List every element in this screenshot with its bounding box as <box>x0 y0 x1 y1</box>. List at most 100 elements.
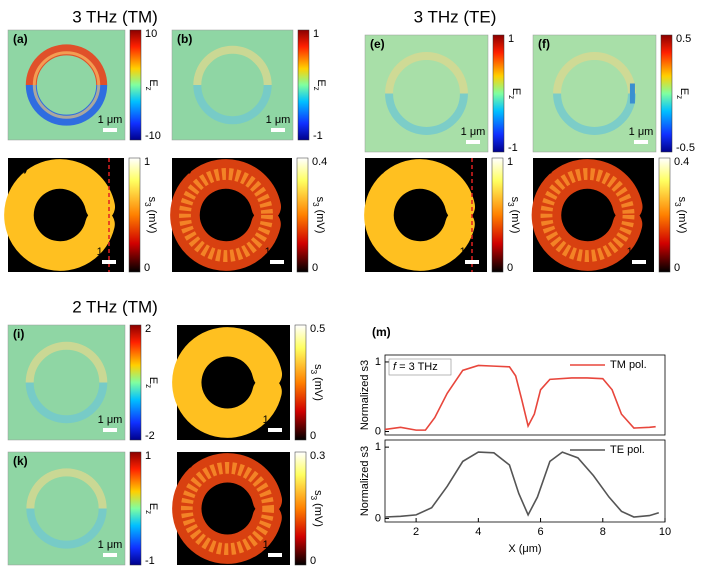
panel-label: (j) <box>182 327 193 341</box>
colorbar-label-part: s <box>312 364 324 370</box>
colorbar-label-part: E <box>147 377 159 384</box>
ring-speckle <box>179 168 273 262</box>
colorbar-label-part: 3 <box>506 202 515 207</box>
colorbar-label-part: z <box>507 95 516 99</box>
scale-bar <box>268 553 282 557</box>
scale-bar-label: 1 μm <box>263 414 288 426</box>
colorbar-label: Ez <box>675 88 690 99</box>
panel-label: (i) <box>13 327 24 341</box>
colorbar-label: Ez <box>507 88 522 99</box>
scale-bar <box>103 128 117 132</box>
y-axis-label-part: 3 <box>359 446 371 452</box>
annotation-part: = 3 THz <box>396 361 438 373</box>
colorbar-tick-label: 1 <box>313 28 319 40</box>
colorbar-label-part: 3 <box>311 202 320 207</box>
colorbar-tick-label: 0 <box>507 262 513 274</box>
ring-top <box>25 44 108 86</box>
scale-bar <box>103 428 117 432</box>
ring-inner <box>32 51 101 119</box>
ring-speckle <box>180 461 275 556</box>
scale-bar <box>271 128 285 132</box>
colorbar-tick-label: 0 <box>310 430 316 442</box>
colorbar <box>129 451 142 566</box>
edge-mark <box>629 83 635 104</box>
x-tick-label: 4 <box>475 526 481 538</box>
colorbar-label: Ez <box>144 79 159 90</box>
panel-label: (c) <box>13 160 28 174</box>
scale-bar <box>634 140 648 144</box>
ring-bottom <box>193 84 272 125</box>
x-tick-label: 8 <box>600 526 606 538</box>
colorbar-label: Ez <box>312 79 327 90</box>
ring-top <box>25 341 108 383</box>
colorbar-label-part: z <box>144 510 153 514</box>
scale-bar-label: 1 μm <box>98 414 123 426</box>
colorbar-tick-label: -10 <box>145 130 161 142</box>
y-tick-label: 1 <box>375 356 381 368</box>
ring-bottom <box>385 93 468 135</box>
scale-bar-label: 1 μm <box>627 246 652 258</box>
ring-top <box>385 52 468 94</box>
group-title: 2 THz (TM) <box>72 297 158 316</box>
scale-bar-label: 1 μm <box>461 126 486 138</box>
colorbar-label-part: 3 <box>143 202 152 207</box>
colorbar-label-part: s <box>314 197 326 203</box>
ring-bottom <box>25 382 108 424</box>
scale-bar-label: 1 μm <box>97 246 122 258</box>
colorbar-label: s3 (mV) <box>673 197 688 234</box>
colorbar-tick-label: 1 <box>507 156 513 168</box>
colorbar-tick-label: 10 <box>145 28 157 40</box>
colorbar-tick-label: 0.4 <box>312 156 327 168</box>
panel-label: (a) <box>13 32 28 46</box>
colorbar-label-part: s <box>312 490 324 496</box>
ring-top <box>193 45 272 86</box>
colorbar-tick-label: 0.5 <box>676 33 691 45</box>
colorbar <box>294 324 307 441</box>
colorbar-label-part: 3 <box>309 370 318 375</box>
colorbar-label-part: s <box>509 197 521 203</box>
x-axis-label: X (μm) <box>508 543 541 555</box>
y-tick-label: 0 <box>375 425 381 437</box>
y-axis-label-part: Normalized s <box>359 451 371 516</box>
ring-bottom <box>25 84 108 126</box>
colorbar-label-part: s <box>146 197 158 203</box>
panel-label: (b) <box>177 32 192 46</box>
line-series <box>384 364 656 431</box>
ring-top <box>26 468 107 509</box>
ring <box>4 159 116 271</box>
colorbar-label-part: E <box>510 88 522 95</box>
annotation: f = 3 THz <box>393 361 438 373</box>
colorbar <box>294 451 307 566</box>
scale-bar <box>268 428 282 432</box>
colorbar-label: s3 (mV) <box>143 197 158 234</box>
colorbar-label-part: 3 <box>673 202 682 207</box>
colorbar-tick-label: 0 <box>144 262 150 274</box>
y-tick-label: 0 <box>375 512 381 524</box>
colorbar <box>296 157 309 273</box>
colorbar-label: Ez <box>144 503 159 514</box>
colorbar <box>491 157 504 273</box>
colorbar-label-part: (mV) <box>509 207 521 234</box>
panel-label: (h) <box>538 160 553 174</box>
colorbar-tick-label: 2 <box>145 323 151 335</box>
ring <box>364 159 476 271</box>
colorbar-tick-label: 1 <box>508 33 514 45</box>
y-axis-label-part: Normalized s <box>359 365 371 430</box>
colorbar-tick-label: 0 <box>310 555 316 567</box>
colorbar-label-part: (mV) <box>146 207 158 234</box>
panel-label: (m) <box>372 325 391 339</box>
panel-label: (g) <box>370 160 385 174</box>
y-axis-label-part: 3 <box>359 360 371 366</box>
scale-bar <box>270 260 284 264</box>
colorbar-tick-label: -1 <box>313 130 323 142</box>
colorbar-label-part: z <box>144 384 153 388</box>
colorbar-label-part: 3 <box>309 496 318 501</box>
y-axis-label: Normalized s3 <box>359 446 371 516</box>
annotation-box <box>388 358 452 376</box>
colorbar-tick-label: 0 <box>312 262 318 274</box>
colorbar-label: s3 (mV) <box>311 197 326 234</box>
colorbar <box>129 324 142 441</box>
colorbar-tick-label: -2 <box>145 430 155 442</box>
x-tick-label: 2 <box>413 526 419 538</box>
